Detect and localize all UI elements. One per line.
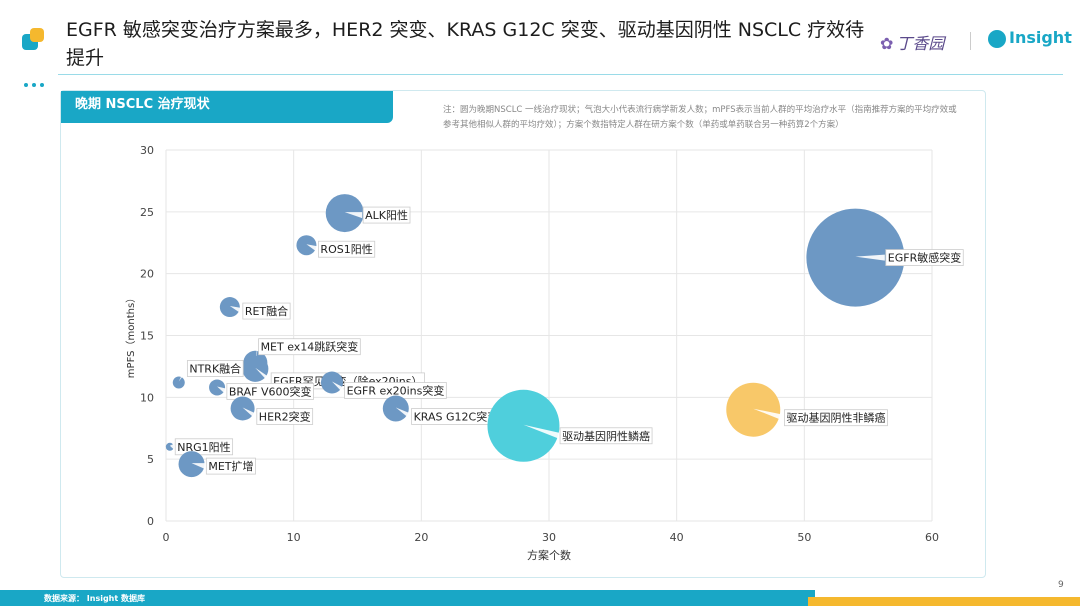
label-pointer <box>242 407 256 420</box>
footer-bar <box>0 590 815 606</box>
bubble-label-box <box>784 409 888 427</box>
brand-logo-icon <box>22 28 46 52</box>
x-tick-label: 50 <box>797 531 811 544</box>
insight-logo-icon <box>988 29 1006 48</box>
bubble <box>209 379 226 396</box>
x-tick-label: 30 <box>542 531 556 544</box>
bubble-label: MET扩增 <box>208 459 253 473</box>
chart-panel <box>60 90 986 578</box>
label-pointer <box>169 443 175 450</box>
label-pointer <box>523 424 560 439</box>
bubble <box>172 376 185 389</box>
brand-dxy: ✿ 丁香园 <box>880 30 944 54</box>
bubble-label-box <box>318 240 376 258</box>
bubble <box>165 442 174 451</box>
footer-source: 数据来源： Insight 数据库 <box>44 594 145 603</box>
bubble <box>230 396 255 421</box>
bubble-label-box <box>205 457 256 475</box>
bubble-label: NTRK融合 <box>189 361 241 375</box>
y-tick-label: 30 <box>140 144 154 157</box>
page-number: 9 <box>1058 580 1064 590</box>
label-pointer <box>395 407 411 420</box>
bubble-label-box <box>885 249 964 266</box>
flower-icon: ✿ <box>880 34 894 53</box>
bubble-label-box <box>186 360 244 377</box>
bubble-label: HER2突变 <box>259 409 311 423</box>
label-pointer <box>331 381 344 394</box>
bubble-label: NRG1阳性 <box>177 440 230 454</box>
bubble-label-box <box>226 383 314 400</box>
brand-dxy-label: 丁香园 <box>896 34 945 53</box>
bubble <box>382 395 409 422</box>
label-pointer <box>344 212 363 219</box>
footer-accent-bar <box>808 597 1080 606</box>
x-tick-label: 10 <box>287 531 301 544</box>
x-axis-label: 方案个数 <box>527 548 571 562</box>
bubble <box>325 194 364 233</box>
y-tick-label: 10 <box>140 391 154 404</box>
bubble-label-box <box>559 427 653 445</box>
bubble-label-box <box>362 206 411 224</box>
title-dots-decoration <box>24 72 48 91</box>
label-pointer <box>255 367 271 384</box>
bubble <box>219 297 240 318</box>
bubble-label: RET融合 <box>245 304 288 318</box>
title-divider <box>58 74 1063 75</box>
brand-insight-label: Insight <box>1009 28 1072 47</box>
page-title: EGFR 敏感突变治疗方案最多，HER2 突变、KRAS G12C 突变、驱动基… <box>66 19 865 69</box>
x-tick-label: 20 <box>414 531 428 544</box>
bubble <box>487 389 560 462</box>
bubble-label-box <box>256 408 314 425</box>
label-pointer <box>191 463 206 470</box>
bubble-label: ROS1阳性 <box>320 242 372 256</box>
label-pointer <box>229 306 242 315</box>
bubble-label: EGFR敏感突变 <box>888 251 961 265</box>
y-tick-label: 20 <box>140 268 154 281</box>
bubble <box>178 451 205 478</box>
bubble <box>296 235 317 256</box>
y-tick-label: 25 <box>140 206 154 219</box>
bubble <box>242 355 269 382</box>
logo-square-yellow <box>30 28 44 42</box>
bubble <box>726 382 781 437</box>
bubble <box>320 371 343 394</box>
chart-note: 注：圆为晚期NSCLC 一线治疗现状；气泡大小代表流行病学新发人数；mPFS表示… <box>443 105 957 130</box>
label-pointer <box>753 408 784 421</box>
bubble-label: BRAF V600突变 <box>229 384 312 398</box>
x-tick-label: 0 <box>163 531 170 544</box>
panel-tab-title: 晚期 NSCLC 治疗现状 <box>61 91 393 123</box>
label-pointer <box>306 244 318 253</box>
y-tick-label: 5 <box>147 453 154 466</box>
x-tick-label: 60 <box>925 531 939 544</box>
bubble-label: ALK阳性 <box>365 208 408 222</box>
label-pointer <box>855 254 885 261</box>
bubble-label: KRAS G12C突变 <box>414 409 499 423</box>
bubble-label-box <box>258 338 361 356</box>
bubble <box>806 208 905 307</box>
bubble-label-box <box>174 438 234 456</box>
label-pointer <box>178 365 187 382</box>
y-tick-label: 15 <box>140 330 154 343</box>
y-axis-label: mPFS（months） <box>125 293 137 378</box>
y-tick-label: 0 <box>147 515 154 528</box>
bubble-label: MET ex14跳跃突变 <box>261 340 359 354</box>
brand-insight: Insight <box>988 28 1072 48</box>
bubble-label: 驱动基因阴性非鳞癌 <box>786 411 885 425</box>
bubble-label: 驱动基因阴性鳞癌 <box>562 429 650 443</box>
bubble-label-box <box>242 302 291 320</box>
brand-separator <box>970 32 971 50</box>
label-pointer <box>217 386 226 395</box>
bubble-label: EGFR ex20ins突变 <box>347 383 445 397</box>
x-tick-label: 40 <box>670 531 684 544</box>
